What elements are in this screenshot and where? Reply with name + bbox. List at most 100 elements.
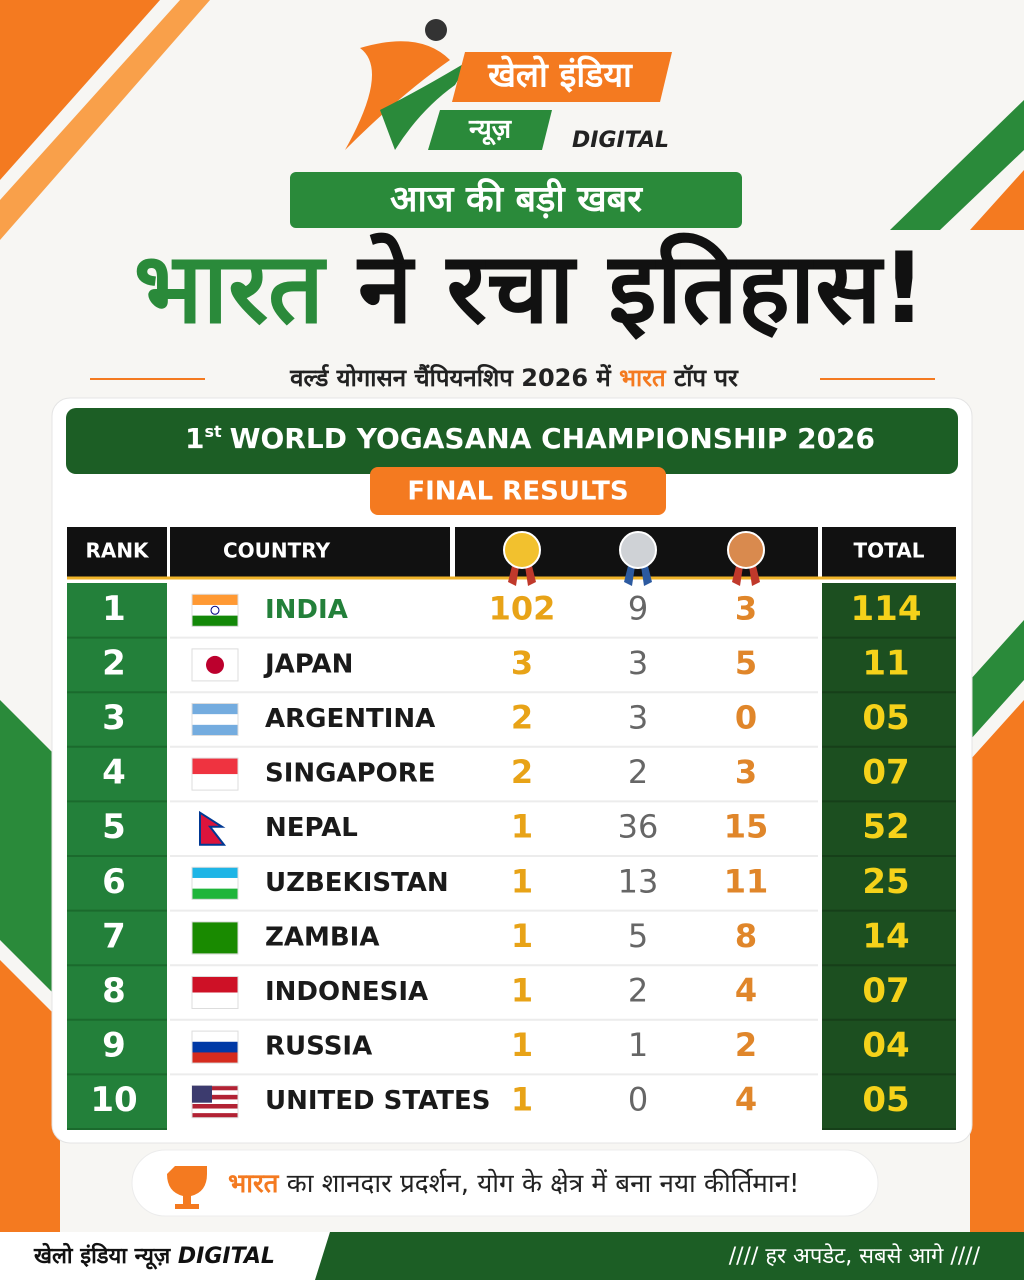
banner: भारत का शानदार प्रदर्शन, योग के क्षेत्र …: [228, 1168, 799, 1199]
stripe: [0, 0, 160, 180]
flag-stripe: [192, 758, 238, 775]
silver: 9: [628, 589, 648, 627]
rank: 9: [102, 1026, 126, 1066]
flag-stripe: [192, 1113, 238, 1118]
gold: 102: [489, 589, 556, 627]
flag-stripe: [192, 976, 238, 993]
total: 05: [862, 698, 909, 738]
medal-ribbon: [749, 566, 760, 586]
bronze: 3: [735, 753, 757, 791]
country: INDIA: [265, 595, 348, 625]
trophy-icon: [167, 1166, 207, 1209]
flag-stripe: [192, 604, 238, 616]
flag-stripe: [192, 724, 238, 736]
flag-stripe: [192, 714, 238, 726]
flag-stripe: [192, 1031, 238, 1043]
banner-highlight: भारत: [228, 1169, 280, 1199]
footer-left-suffix: DIGITAL: [178, 1244, 275, 1269]
flag-stripe: [192, 1090, 238, 1096]
total: 05: [862, 1080, 909, 1120]
total: 114: [851, 589, 922, 629]
bronze: 11: [724, 862, 769, 900]
flag-stripe: [192, 992, 238, 1009]
total: 25: [862, 862, 909, 902]
logo-line2: न्यूज़: [468, 115, 513, 146]
table-title: 1st WORLD YOGASANA CHAMPIONSHIP 2026: [185, 422, 875, 456]
rank: 10: [90, 1080, 137, 1120]
flag-border: [191, 866, 239, 900]
stripe: [0, 0, 210, 240]
header-cell: [822, 527, 956, 577]
header-country: COUNTRY: [223, 539, 331, 563]
medal-icon: [727, 531, 765, 569]
medal-ribbon: [624, 566, 635, 586]
rank: 7: [102, 916, 126, 956]
flag-stripe: [192, 1103, 238, 1109]
silver: 3: [628, 699, 648, 737]
flag-border: [191, 648, 239, 682]
gold: 1: [511, 917, 533, 955]
total: 52: [862, 807, 909, 847]
flag-stripe: [192, 867, 238, 879]
flag-stripe: [192, 1108, 238, 1114]
medal-icon: [503, 531, 541, 569]
country: SINGAPORE: [265, 759, 436, 789]
flag-stripe: [192, 1094, 238, 1100]
country: RUSSIA: [265, 1032, 372, 1062]
country: NEPAL: [265, 813, 358, 843]
banner-box: [131, 1149, 879, 1217]
country: UNITED STATES: [265, 1086, 490, 1116]
flag-emblem: [199, 810, 227, 846]
bronze: 4: [735, 1081, 757, 1119]
flag-border: [191, 703, 239, 736]
medal-ribbon: [641, 566, 652, 586]
bronze: 3: [735, 589, 757, 627]
flag-stripe: [192, 1099, 238, 1105]
headline: भारत ने रचा इतिहास!: [134, 232, 926, 346]
flag-stripe: [192, 1041, 238, 1053]
footer-right: //// हर अपडेट, सबसे आगे ////: [729, 1243, 981, 1269]
flag-border: [191, 757, 239, 791]
country: INDONESIA: [265, 977, 428, 1007]
flag-stripe: [192, 921, 238, 955]
headline-highlight: भारत: [134, 232, 327, 346]
rank: 1: [102, 589, 126, 629]
flag-border: [191, 1030, 239, 1064]
silver: 2: [628, 972, 648, 1010]
bronze: 4: [735, 972, 757, 1010]
flag-stripe: [192, 774, 238, 791]
logo-figure: [345, 41, 450, 150]
flag-stripe: [192, 1052, 238, 1064]
rank: 8: [102, 971, 126, 1011]
title-suffix: st: [204, 422, 222, 441]
tag: आज की बड़ी खबर: [390, 178, 643, 220]
logo-box: [452, 52, 672, 102]
total: 04: [862, 1026, 909, 1066]
country: JAPAN: [263, 649, 353, 679]
flag-border: [191, 976, 239, 1009]
country: UZBEKISTAN: [265, 868, 449, 898]
flag-emblem: [206, 655, 224, 674]
flag-stripe: [192, 888, 238, 900]
bronze: 0: [735, 699, 757, 737]
rank: 3: [102, 698, 126, 738]
subheadline-after: टॉप पर: [673, 364, 739, 392]
medal-icon: [619, 531, 657, 569]
flag-border: [191, 921, 239, 955]
total: 07: [862, 971, 909, 1011]
header-cell: [170, 527, 450, 577]
logo-line1: खेलो इंडिया: [487, 55, 633, 96]
silver: 5: [628, 917, 648, 955]
silver: 2: [628, 753, 648, 791]
silver: 1: [628, 1026, 648, 1064]
flag-stripe: [192, 594, 238, 606]
flag-emblem: [210, 605, 220, 615]
silver: 36: [618, 808, 659, 846]
gold: 1: [511, 862, 533, 900]
gold: 1: [511, 808, 533, 846]
silver: 13: [618, 862, 659, 900]
subtitle-box: [370, 467, 666, 515]
rank: 6: [102, 862, 126, 902]
